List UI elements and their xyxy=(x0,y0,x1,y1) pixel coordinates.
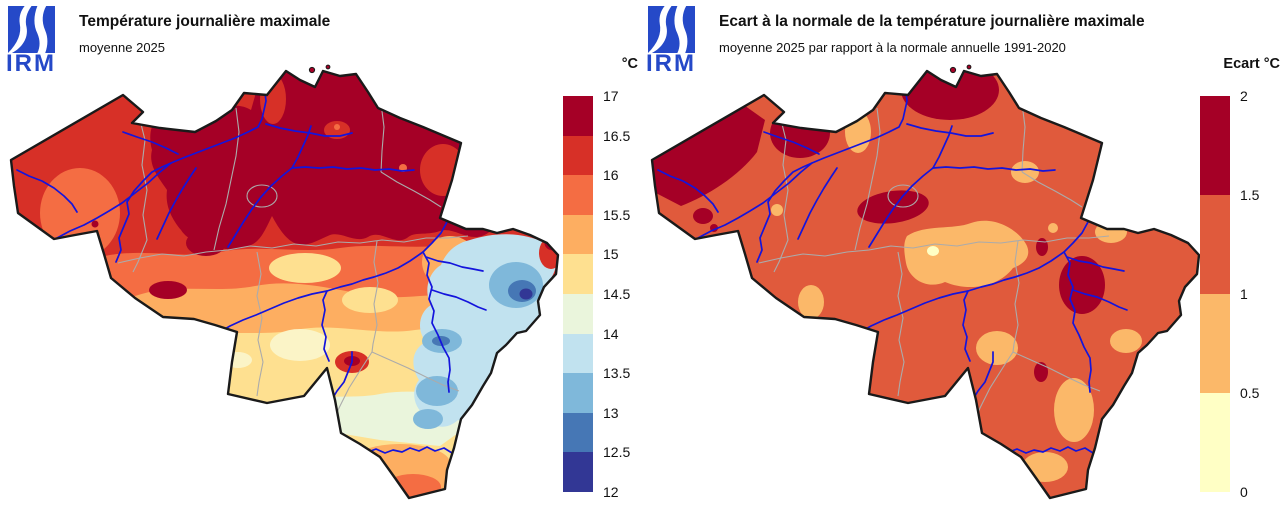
page-subtitle-temperature: moyenne 2025 xyxy=(79,40,166,55)
page-title-anomaly: Ecart à la normale de la température jou… xyxy=(719,13,1145,30)
temp-zone-coast-interior xyxy=(40,168,120,258)
legend-swatch xyxy=(563,373,593,413)
legend-swatch xyxy=(563,214,593,255)
irm-logo-text: IRM xyxy=(6,50,56,77)
temperature-map-fills xyxy=(11,71,558,498)
legend-tick-label: 15 xyxy=(603,246,619,263)
legend-tick-label: 14 xyxy=(603,325,619,342)
legend-tick-label: 0.5 xyxy=(1240,385,1260,401)
legend-tick-label: 13 xyxy=(603,404,619,421)
irm-logo-text: IRM xyxy=(646,50,696,77)
legend-swatch xyxy=(1200,393,1230,492)
legend-tick-label: 12.5 xyxy=(603,444,631,461)
legend-tick-label: 12 xyxy=(603,484,619,500)
temperature-map xyxy=(9,64,560,500)
legend-color-bar xyxy=(563,96,593,492)
legend-tick-label: 16.5 xyxy=(603,127,631,144)
legend-swatch xyxy=(563,333,593,374)
legend-swatch xyxy=(563,175,593,215)
irm-logo-icon xyxy=(8,6,55,53)
legend-tick-label: 0 xyxy=(1240,484,1248,500)
legend-swatch xyxy=(1200,195,1230,294)
legend-swatch xyxy=(563,293,593,334)
irm-logo-glyph xyxy=(648,6,688,53)
legend-tick-label: 2 xyxy=(1240,88,1248,104)
irm-logo-icon xyxy=(648,6,695,53)
legend-tick-label: 1.5 xyxy=(1240,187,1260,203)
anomaly-map xyxy=(650,64,1201,500)
legend-swatch xyxy=(563,452,593,492)
anomaly-zone-north-high xyxy=(901,71,999,120)
legend-tick-label: 16 xyxy=(603,167,619,184)
legend-tick-label: 14.5 xyxy=(603,286,631,302)
anomaly-zone-center-low xyxy=(904,220,1029,288)
page-title-temperature: Température journalière maximale xyxy=(79,13,331,30)
temp-zone-coldest-spot xyxy=(519,288,533,300)
legend-tick-label: 13.5 xyxy=(603,365,631,382)
legend-tick-label: 1 xyxy=(1240,286,1248,302)
anomaly-zone-lowest-spot xyxy=(927,246,939,256)
anomaly-map-fills xyxy=(652,71,1199,498)
legend-swatch xyxy=(563,135,593,176)
legend-color-bar xyxy=(1200,96,1230,492)
legend-unit-label: °C xyxy=(621,56,638,72)
legend-swatch xyxy=(1200,294,1230,393)
legend-swatch xyxy=(1200,96,1230,195)
legend-unit-label: Ecart °C xyxy=(1223,56,1280,72)
irm-logo-glyph xyxy=(8,6,48,53)
temp-zone-north-hottest xyxy=(150,71,543,250)
legend-swatch xyxy=(563,96,593,136)
page-subtitle-anomaly: moyenne 2025 par rapport à la normale an… xyxy=(719,40,1066,55)
legend-swatch xyxy=(563,412,593,453)
legend-tick-label: 15.5 xyxy=(603,206,631,223)
legend-swatch xyxy=(563,254,593,294)
legend-tick-label: 17 xyxy=(603,88,619,104)
